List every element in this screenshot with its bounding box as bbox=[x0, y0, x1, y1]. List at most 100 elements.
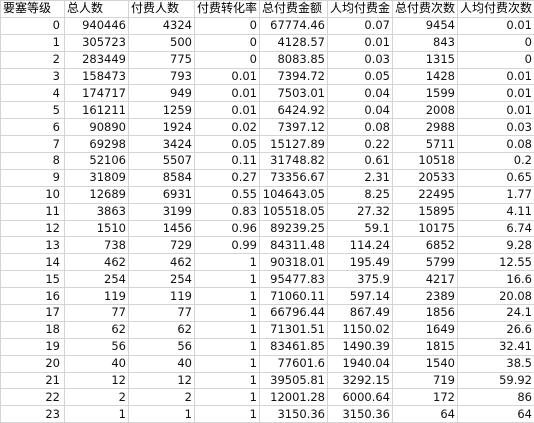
cell-total-revenue[interactable]: 7397.12 bbox=[260, 119, 328, 136]
cell-total-users[interactable]: 90890 bbox=[65, 119, 129, 136]
cell-total-revenue[interactable]: 8083.85 bbox=[260, 51, 328, 68]
cell-conversion-rate[interactable]: 0 bbox=[195, 51, 260, 68]
cell-arpu[interactable]: 0.61 bbox=[328, 153, 393, 170]
cell-fortress-level[interactable]: 4 bbox=[1, 85, 65, 102]
cell-total-payments[interactable]: 10175 bbox=[393, 220, 458, 237]
cell-paying-users[interactable]: 77 bbox=[129, 305, 195, 322]
cell-arpu[interactable]: 1940.04 bbox=[328, 355, 393, 372]
cell-total-payments[interactable]: 6852 bbox=[393, 237, 458, 254]
cell-conversion-rate[interactable]: 1 bbox=[195, 355, 260, 372]
cell-arpu[interactable]: 0.04 bbox=[328, 102, 393, 119]
header-paying-users[interactable]: 付费人数 bbox=[129, 1, 195, 18]
cell-total-users[interactable]: 62 bbox=[65, 321, 129, 338]
cell-fortress-level[interactable]: 3 bbox=[1, 68, 65, 85]
header-arpu[interactable]: 人均付费金 bbox=[328, 1, 393, 18]
cell-conversion-rate[interactable]: 0 bbox=[195, 34, 260, 51]
cell-total-payments[interactable]: 1428 bbox=[393, 68, 458, 85]
cell-fortress-level[interactable]: 9 bbox=[1, 169, 65, 186]
cell-payments-per-user[interactable]: 4.11 bbox=[458, 203, 534, 220]
cell-payments-per-user[interactable]: 0.01 bbox=[458, 17, 534, 34]
cell-total-revenue[interactable]: 7394.72 bbox=[260, 68, 328, 85]
cell-total-payments[interactable]: 172 bbox=[393, 389, 458, 406]
cell-paying-users[interactable]: 254 bbox=[129, 271, 195, 288]
cell-fortress-level[interactable]: 15 bbox=[1, 271, 65, 288]
cell-payments-per-user[interactable]: 0.03 bbox=[458, 119, 534, 136]
cell-fortress-level[interactable]: 6 bbox=[1, 119, 65, 136]
cell-payments-per-user[interactable]: 0.01 bbox=[458, 68, 534, 85]
cell-fortress-level[interactable]: 8 bbox=[1, 153, 65, 170]
cell-fortress-level[interactable]: 12 bbox=[1, 220, 65, 237]
cell-conversion-rate[interactable]: 0.02 bbox=[195, 119, 260, 136]
cell-total-revenue[interactable]: 12001.28 bbox=[260, 389, 328, 406]
cell-arpu[interactable]: 1150.02 bbox=[328, 321, 393, 338]
cell-arpu[interactable]: 0.03 bbox=[328, 51, 393, 68]
cell-paying-users[interactable]: 949 bbox=[129, 85, 195, 102]
cell-arpu[interactable]: 6000.64 bbox=[328, 389, 393, 406]
cell-total-revenue[interactable]: 39505.81 bbox=[260, 372, 328, 389]
cell-arpu[interactable]: 0.01 bbox=[328, 34, 393, 51]
cell-total-revenue[interactable]: 83461.85 bbox=[260, 338, 328, 355]
cell-paying-users[interactable]: 1456 bbox=[129, 220, 195, 237]
cell-arpu[interactable]: 195.49 bbox=[328, 254, 393, 271]
cell-paying-users[interactable]: 8584 bbox=[129, 169, 195, 186]
cell-payments-per-user[interactable]: 6.74 bbox=[458, 220, 534, 237]
cell-fortress-level[interactable]: 7 bbox=[1, 136, 65, 153]
cell-total-payments[interactable]: 64 bbox=[393, 406, 458, 423]
cell-conversion-rate[interactable]: 0.55 bbox=[195, 186, 260, 203]
cell-payments-per-user[interactable]: 38.5 bbox=[458, 355, 534, 372]
cell-arpu[interactable]: 114.24 bbox=[328, 237, 393, 254]
cell-arpu[interactable]: 0.05 bbox=[328, 68, 393, 85]
cell-payments-per-user[interactable]: 1.77 bbox=[458, 186, 534, 203]
cell-arpu[interactable]: 0.04 bbox=[328, 85, 393, 102]
cell-total-users[interactable]: 305723 bbox=[65, 34, 129, 51]
cell-arpu[interactable]: 2.31 bbox=[328, 169, 393, 186]
cell-fortress-level[interactable]: 1 bbox=[1, 34, 65, 51]
cell-total-payments[interactable]: 2389 bbox=[393, 288, 458, 305]
cell-payments-per-user[interactable]: 0 bbox=[458, 51, 534, 68]
cell-arpu[interactable]: 27.32 bbox=[328, 203, 393, 220]
cell-conversion-rate[interactable]: 0.27 bbox=[195, 169, 260, 186]
cell-total-users[interactable]: 69298 bbox=[65, 136, 129, 153]
cell-total-revenue[interactable]: 67774.46 bbox=[260, 17, 328, 34]
cell-conversion-rate[interactable]: 1 bbox=[195, 372, 260, 389]
cell-payments-per-user[interactable]: 12.55 bbox=[458, 254, 534, 271]
cell-total-payments[interactable]: 5711 bbox=[393, 136, 458, 153]
cell-conversion-rate[interactable]: 1 bbox=[195, 254, 260, 271]
cell-total-revenue[interactable]: 95477.83 bbox=[260, 271, 328, 288]
cell-total-users[interactable]: 1510 bbox=[65, 220, 129, 237]
cell-fortress-level[interactable]: 10 bbox=[1, 186, 65, 203]
cell-fortress-level[interactable]: 0 bbox=[1, 17, 65, 34]
cell-total-payments[interactable]: 1856 bbox=[393, 305, 458, 322]
cell-total-payments[interactable]: 1540 bbox=[393, 355, 458, 372]
cell-fortress-level[interactable]: 14 bbox=[1, 254, 65, 271]
cell-total-payments[interactable]: 2008 bbox=[393, 102, 458, 119]
cell-paying-users[interactable]: 4324 bbox=[129, 17, 195, 34]
cell-paying-users[interactable]: 62 bbox=[129, 321, 195, 338]
cell-arpu[interactable]: 375.9 bbox=[328, 271, 393, 288]
cell-conversion-rate[interactable]: 0.11 bbox=[195, 153, 260, 170]
cell-payments-per-user[interactable]: 64 bbox=[458, 406, 534, 423]
cell-total-revenue[interactable]: 105518.05 bbox=[260, 203, 328, 220]
cell-total-users[interactable]: 174717 bbox=[65, 85, 129, 102]
cell-total-users[interactable]: 940446 bbox=[65, 17, 129, 34]
cell-payments-per-user[interactable]: 59.92 bbox=[458, 372, 534, 389]
cell-paying-users[interactable]: 1259 bbox=[129, 102, 195, 119]
cell-total-revenue[interactable]: 4128.57 bbox=[260, 34, 328, 51]
cell-conversion-rate[interactable]: 0.99 bbox=[195, 237, 260, 254]
cell-total-revenue[interactable]: 89239.25 bbox=[260, 220, 328, 237]
cell-paying-users[interactable]: 775 bbox=[129, 51, 195, 68]
cell-paying-users[interactable]: 500 bbox=[129, 34, 195, 51]
cell-fortress-level[interactable]: 13 bbox=[1, 237, 65, 254]
cell-arpu[interactable]: 867.49 bbox=[328, 305, 393, 322]
cell-total-users[interactable]: 2 bbox=[65, 389, 129, 406]
cell-arpu[interactable]: 0.07 bbox=[328, 17, 393, 34]
cell-arpu[interactable]: 3292.15 bbox=[328, 372, 393, 389]
cell-paying-users[interactable]: 793 bbox=[129, 68, 195, 85]
cell-fortress-level[interactable]: 21 bbox=[1, 372, 65, 389]
cell-fortress-level[interactable]: 11 bbox=[1, 203, 65, 220]
cell-total-payments[interactable]: 1315 bbox=[393, 51, 458, 68]
cell-arpu[interactable]: 0.22 bbox=[328, 136, 393, 153]
cell-paying-users[interactable]: 3199 bbox=[129, 203, 195, 220]
cell-conversion-rate[interactable]: 0.01 bbox=[195, 85, 260, 102]
header-total-users[interactable]: 总人数 bbox=[65, 1, 129, 18]
